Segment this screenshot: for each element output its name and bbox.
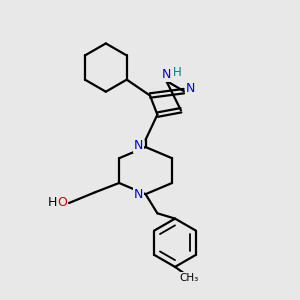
Text: N: N bbox=[134, 139, 143, 152]
Text: CH₃: CH₃ bbox=[179, 273, 199, 283]
Text: N: N bbox=[134, 188, 143, 201]
Text: H: H bbox=[173, 66, 182, 79]
Text: N: N bbox=[186, 82, 195, 95]
Text: N: N bbox=[161, 68, 171, 81]
Text: H: H bbox=[47, 196, 57, 209]
Text: O: O bbox=[57, 196, 67, 209]
